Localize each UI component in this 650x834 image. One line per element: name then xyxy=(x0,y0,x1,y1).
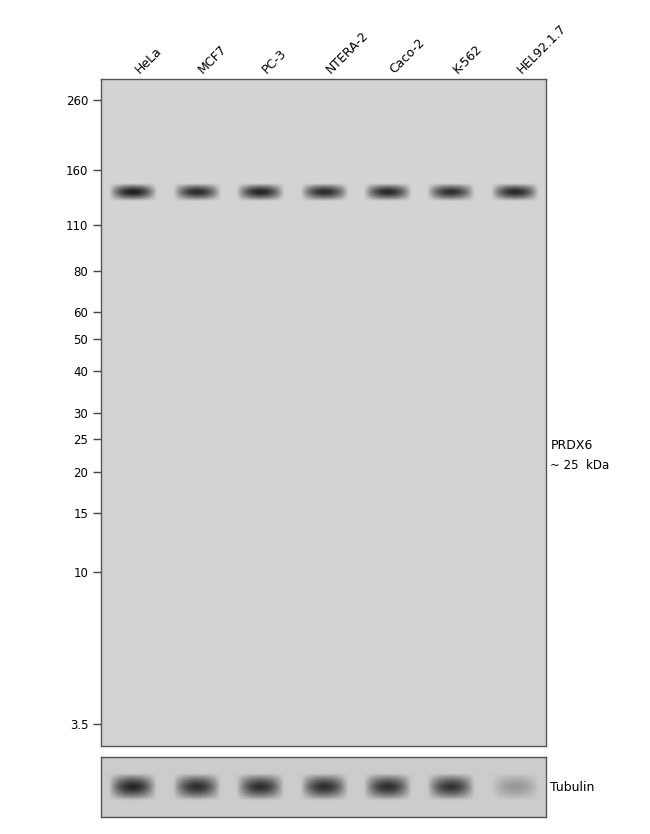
Text: HEL92.1.7: HEL92.1.7 xyxy=(514,22,569,77)
Text: HeLa: HeLa xyxy=(133,45,164,77)
Text: ~ 25  kDa: ~ 25 kDa xyxy=(551,459,610,472)
Text: Caco-2: Caco-2 xyxy=(387,36,427,77)
Text: NTERA-2: NTERA-2 xyxy=(324,29,370,77)
Text: MCF7: MCF7 xyxy=(196,43,230,77)
Text: K-562: K-562 xyxy=(450,43,485,77)
Text: Tubulin: Tubulin xyxy=(551,781,595,794)
Text: PC-3: PC-3 xyxy=(260,47,289,77)
Text: PRDX6: PRDX6 xyxy=(551,439,593,452)
